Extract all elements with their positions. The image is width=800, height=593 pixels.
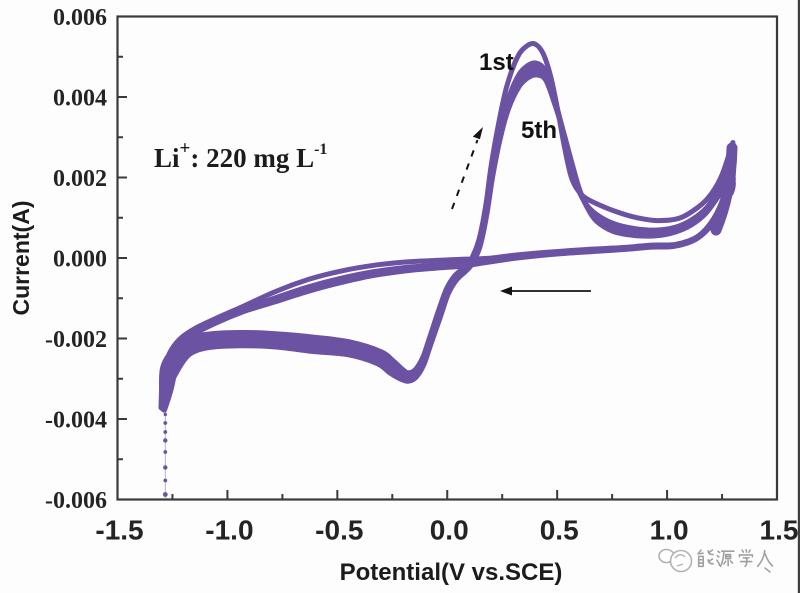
svg-text:0.006: 0.006 bbox=[53, 5, 107, 31]
svg-text:Li+: 220 mg L-1: Li+: 220 mg L-1 bbox=[154, 138, 327, 173]
svg-text:5th: 5th bbox=[521, 117, 557, 144]
svg-text:-1.0: -1.0 bbox=[205, 515, 253, 546]
svg-text:0.5: 0.5 bbox=[540, 515, 579, 546]
svg-text:-0.006: -0.006 bbox=[45, 488, 107, 514]
svg-text:-1.5: -1.5 bbox=[95, 515, 143, 546]
svg-text:1.0: 1.0 bbox=[650, 515, 689, 546]
svg-text:1st: 1st bbox=[479, 49, 514, 76]
svg-text:1.5: 1.5 bbox=[760, 515, 799, 546]
svg-text:Current(A): Current(A) bbox=[8, 201, 34, 316]
svg-text:Potential(V vs.SCE): Potential(V vs.SCE) bbox=[340, 559, 563, 586]
svg-text:-0.004: -0.004 bbox=[45, 408, 107, 434]
svg-text:0.0: 0.0 bbox=[430, 515, 469, 546]
svg-text:0.002: 0.002 bbox=[53, 166, 107, 192]
svg-text:0.000: 0.000 bbox=[53, 247, 107, 273]
svg-text:0.004: 0.004 bbox=[53, 86, 107, 112]
svg-text:-0.5: -0.5 bbox=[315, 515, 363, 546]
svg-text:-0.002: -0.002 bbox=[45, 327, 107, 353]
